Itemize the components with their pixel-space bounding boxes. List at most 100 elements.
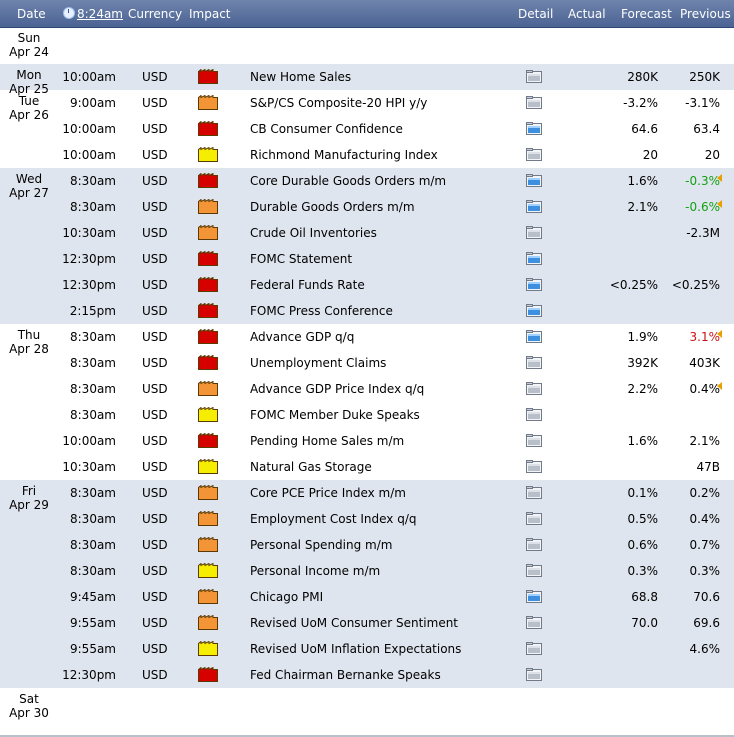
event-previous: -0.3%	[685, 174, 720, 188]
detail-icon[interactable]	[526, 564, 542, 577]
event-previous: 63.4	[693, 122, 720, 136]
detail-blue-icon[interactable]	[526, 174, 542, 187]
event-row[interactable]: 8:30am USD Core PCE Price Index m/m 0.1% 0.2…	[0, 480, 734, 506]
event-row[interactable]: 8:30am USD Advance GDP Price Index q/q 2.2%…	[0, 376, 734, 402]
event-name[interactable]: S&P/CS Composite-20 HPI y/y	[250, 96, 428, 110]
detail-blue-icon[interactable]	[526, 278, 542, 291]
event-row[interactable]: 8:30am USD Personal Income m/m 0.3% 0.3%	[0, 558, 734, 584]
event-name[interactable]: New Home Sales	[250, 70, 352, 84]
event-row[interactable]: 10:00am USD Richmond Manufacturing Index 20…	[0, 142, 734, 168]
event-row[interactable]: 9:45am USD Chicago PMI 68.8 70.6	[0, 584, 734, 610]
event-name[interactable]: Fed Chairman Bernanke Speaks	[250, 668, 441, 682]
event-currency: USD	[142, 278, 168, 292]
detail-blue-icon[interactable]	[526, 122, 542, 135]
event-previous: 0.4%	[689, 512, 721, 526]
event-row[interactable]: 8:30am USD Employment Cost Index q/q 0.5% 0.…	[0, 506, 734, 532]
event-name[interactable]: Federal Funds Rate	[250, 278, 365, 292]
event-previous: 47B	[696, 460, 720, 474]
detail-icon[interactable]	[526, 148, 542, 161]
day-date: Apr 29	[9, 498, 49, 512]
detail-icon[interactable]	[526, 226, 542, 239]
detail-icon[interactable]	[526, 642, 542, 655]
event-row[interactable]: 8:30am USD FOMC Member Duke Speaks	[0, 402, 734, 428]
event-name[interactable]: Revised UoM Inflation Expectations	[250, 642, 462, 656]
detail-icon[interactable]	[526, 460, 542, 473]
event-row[interactable]: 8:30am USD Advance GDP q/q 1.9% 3.1%	[0, 324, 734, 350]
event-row[interactable]: 9:55am USD Revised UoM Consumer Sentiment 7…	[0, 610, 734, 636]
detail-blue-icon[interactable]	[526, 252, 542, 265]
event-row[interactable]: 12:30pm USD Federal Funds Rate <0.25% <0.25%	[0, 272, 734, 298]
event-time: 8:30am	[70, 408, 116, 422]
event-row[interactable]: 2:15pm USD FOMC Press Conference	[0, 298, 734, 324]
detail-blue-icon[interactable]	[526, 590, 542, 603]
event-name[interactable]: Advance GDP q/q	[250, 330, 355, 344]
detail-icon[interactable]	[526, 486, 542, 499]
event-name[interactable]: Core PCE Price Index m/m	[250, 486, 406, 500]
detail-icon[interactable]	[526, 382, 542, 395]
event-time: 8:30am	[70, 382, 116, 396]
event-previous: 0.3%	[689, 564, 721, 578]
event-row[interactable]: 12:30pm USD FOMC Statement	[0, 246, 734, 272]
event-forecast: 0.5%	[627, 512, 659, 526]
detail-blue-icon[interactable]	[526, 200, 542, 213]
event-currency: USD	[142, 382, 168, 396]
detail-blue-icon[interactable]	[526, 304, 542, 317]
event-name[interactable]: FOMC Statement	[250, 252, 353, 266]
detail-icon[interactable]	[526, 70, 542, 83]
impact-low-icon	[198, 147, 218, 162]
event-name[interactable]: Unemployment Claims	[250, 356, 387, 370]
event-name[interactable]: Durable Goods Orders m/m	[250, 200, 415, 214]
previous-column-header: Previous	[680, 7, 731, 21]
event-row[interactable]: 10:00am USD New Home Sales 280K 250K	[0, 64, 734, 90]
event-row[interactable]: 8:30am USD Personal Spending m/m 0.6% 0.7%	[0, 532, 734, 558]
event-row[interactable]: 8:30am USD Core Durable Goods Orders m/m 1.…	[0, 168, 734, 194]
event-currency: USD	[142, 252, 168, 266]
event-row[interactable]: 10:00am USD CB Consumer Confidence 64.6 63.4	[0, 116, 734, 142]
event-name[interactable]: FOMC Press Conference	[250, 304, 393, 318]
event-name[interactable]: Advance GDP Price Index q/q	[250, 382, 425, 396]
event-row[interactable]: 8:30am USD Durable Goods Orders m/m 2.1% -0.…	[0, 194, 734, 220]
detail-icon[interactable]	[526, 538, 542, 551]
event-name[interactable]: Revised UoM Consumer Sentiment	[250, 616, 459, 630]
detail-icon[interactable]	[526, 616, 542, 629]
detail-blue-icon[interactable]	[526, 330, 542, 343]
event-row[interactable]: 8:30am USD Unemployment Claims 392K 403K	[0, 350, 734, 376]
day-of-week: Sat	[19, 692, 39, 706]
day-label: Mon Apr 25	[0, 68, 58, 96]
event-name[interactable]: Crude Oil Inventories	[250, 226, 377, 240]
event-forecast: 1.9%	[627, 330, 659, 344]
event-forecast: 1.6%	[627, 174, 659, 188]
event-name[interactable]: Employment Cost Index q/q	[250, 512, 417, 526]
event-forecast: 2.1%	[627, 200, 659, 214]
day-group: Fri Apr 29 8:30am USD Core PCE Price Index m…	[0, 480, 734, 688]
event-name[interactable]: Pending Home Sales m/m	[250, 434, 405, 448]
event-name[interactable]: Richmond Manufacturing Index	[250, 148, 438, 162]
detail-icon[interactable]	[526, 512, 542, 525]
event-name[interactable]: Personal Spending m/m	[250, 538, 393, 552]
event-row[interactable]: 9:00am USD S&P/CS Composite-20 HPI y/y -3.2…	[0, 90, 734, 116]
event-name[interactable]: Chicago PMI	[250, 590, 324, 604]
detail-icon[interactable]	[526, 96, 542, 109]
detail-icon[interactable]	[526, 356, 542, 369]
event-name[interactable]: Personal Income m/m	[250, 564, 381, 578]
event-time: 10:00am	[62, 434, 116, 448]
event-row[interactable]: 10:00am USD Pending Home Sales m/m 1.6% 2.1%	[0, 428, 734, 454]
day-group: Mon Apr 25 10:00am USD New Home Sales 280K 250…	[0, 64, 734, 96]
detail-icon[interactable]	[526, 668, 542, 681]
current-time-link[interactable]: 8:24am	[77, 7, 123, 21]
event-row[interactable]: 12:30pm USD Fed Chairman Bernanke Speaks	[0, 662, 734, 688]
event-name[interactable]: CB Consumer Confidence	[250, 122, 403, 136]
event-currency: USD	[142, 96, 168, 110]
time-column-header[interactable]: 8:24am	[63, 7, 123, 21]
calendar-header: Date 8:24am Currency Impact Detail Actua…	[0, 0, 734, 28]
event-name[interactable]: FOMC Member Duke Speaks	[250, 408, 420, 422]
event-name[interactable]: Natural Gas Storage	[250, 460, 372, 474]
event-time: 9:00am	[70, 96, 116, 110]
event-row[interactable]: 9:55am USD Revised UoM Inflation Expectati…	[0, 636, 734, 662]
event-name[interactable]: Core Durable Goods Orders m/m	[250, 174, 447, 188]
detail-icon[interactable]	[526, 434, 542, 447]
event-row[interactable]: 10:30am USD Crude Oil Inventories -2.3M	[0, 220, 734, 246]
event-previous: 0.2%	[689, 486, 721, 500]
detail-icon[interactable]	[526, 408, 542, 421]
event-row[interactable]: 10:30am USD Natural Gas Storage 47B	[0, 454, 734, 480]
